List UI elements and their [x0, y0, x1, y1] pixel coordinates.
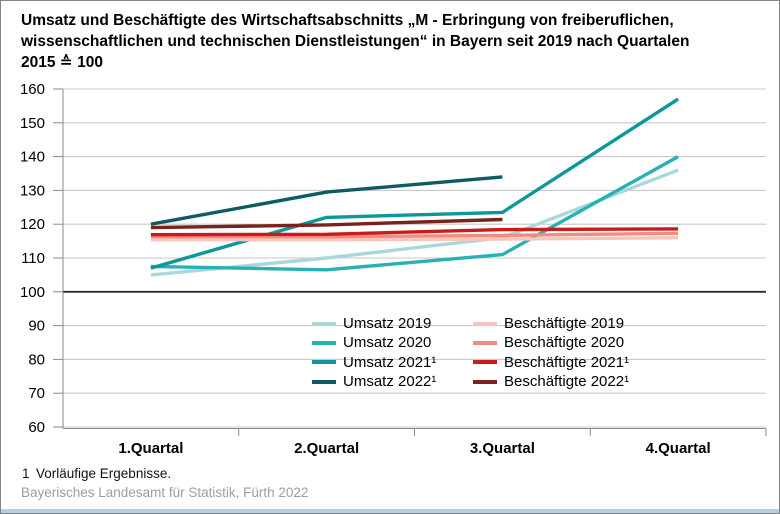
legend-label: Beschäftigte 2022¹: [504, 373, 630, 391]
x-axis-label: 2.Quartal: [294, 440, 359, 457]
y-axis-label: 60: [28, 419, 45, 436]
series-line-beschäftigte-2020: [150, 231, 679, 239]
y-axis-label: 150: [20, 115, 45, 132]
y-axis-label: 70: [28, 385, 45, 402]
series-lines: [150, 97, 680, 277]
legend-label: Beschäftigte 2020: [504, 334, 625, 352]
y-axis-label: 140: [20, 149, 45, 166]
legend-item: Beschäftigte 2022¹: [473, 372, 629, 391]
legend-color-swatch: [312, 321, 336, 326]
y-axis-label: 90: [28, 318, 45, 335]
legend-color-swatch: [473, 321, 497, 326]
legend-label: Umsatz 2021¹: [343, 353, 437, 371]
footnote-text: Vorläufige Ergebnisse.: [36, 466, 172, 481]
legend-color-swatch: [473, 379, 497, 384]
footnote-marker: 1: [22, 466, 30, 481]
legend-item: Umsatz 2020: [312, 333, 473, 352]
y-axis-label: 110: [21, 250, 45, 267]
y-axis-label: 160: [20, 81, 45, 98]
y-axis-label: 130: [20, 182, 45, 199]
bottom-highlight-bar: [1, 509, 779, 513]
x-axis-label: 1.Quartal: [118, 440, 183, 457]
footnote: 1 Vorläufige Ergebnisse.: [22, 466, 171, 481]
legend-label: Umsatz 2020: [343, 334, 432, 352]
legend-label: Umsatz 2022¹: [343, 373, 437, 391]
legend-label: Umsatz 2019: [343, 315, 432, 333]
gridlines: [53, 88, 766, 428]
series-line-umsatz-2020: [150, 155, 679, 272]
chart-title-line1: Umsatz und Beschäftigte des Wirtschaftsa…: [21, 12, 674, 29]
series-line-beschäftigte-2019: [150, 236, 679, 242]
legend-label: Beschäftigte 2019: [504, 315, 625, 333]
chart-legend: Umsatz 2019 Umsatz 2020 Umsatz 2021¹ Umsatz…: [312, 314, 629, 391]
legend-item: Beschäftigte 2019: [473, 314, 629, 333]
series-line-umsatz-2022¹: [150, 175, 503, 226]
legend-item: Umsatz 2019: [312, 314, 473, 333]
legend-color-swatch: [312, 340, 336, 345]
legend-color-swatch: [473, 340, 497, 345]
x-axis-label: 4.Quartal: [646, 440, 711, 457]
x-axis-label: 3.Quartal: [470, 440, 535, 457]
chart-title-line3: 2015 ≙ 100: [21, 54, 103, 71]
legend-item: Umsatz 2022¹: [312, 372, 473, 391]
y-axis-label: 80: [28, 351, 45, 368]
chart-title: Umsatz und Beschäftigte des Wirtschaftsa…: [21, 10, 771, 73]
legend-item: Beschäftigte 2020: [473, 333, 629, 352]
x-axis-labels: 1.Quartal 2.Quartal 3.Quartal 4.Quartal: [118, 440, 710, 457]
legend-color-swatch: [312, 360, 336, 365]
series-line-umsatz-2021¹: [150, 97, 680, 270]
source-attribution: Bayerisches Landesamt für Statistik, Für…: [21, 485, 309, 500]
legend-item: Beschäftigte 2021¹: [473, 353, 629, 372]
legend-label: Beschäftigte 2021¹: [504, 353, 630, 371]
y-axis-label: 120: [20, 216, 45, 233]
legend-color-swatch: [473, 360, 497, 365]
y-axis-label: 100: [20, 284, 45, 301]
legend-item: Umsatz 2021¹: [312, 353, 473, 372]
series-line-beschäftigte-2021¹: [150, 227, 679, 237]
y-axis-labels: 60 70 80 90 100 110 120 130 140 150 160: [20, 81, 45, 436]
series-line-beschäftigte-2022¹: [150, 217, 503, 230]
chart-title-line2: wissenschaftlichen und technischen Diens…: [21, 33, 690, 50]
legend-color-swatch: [312, 379, 336, 384]
